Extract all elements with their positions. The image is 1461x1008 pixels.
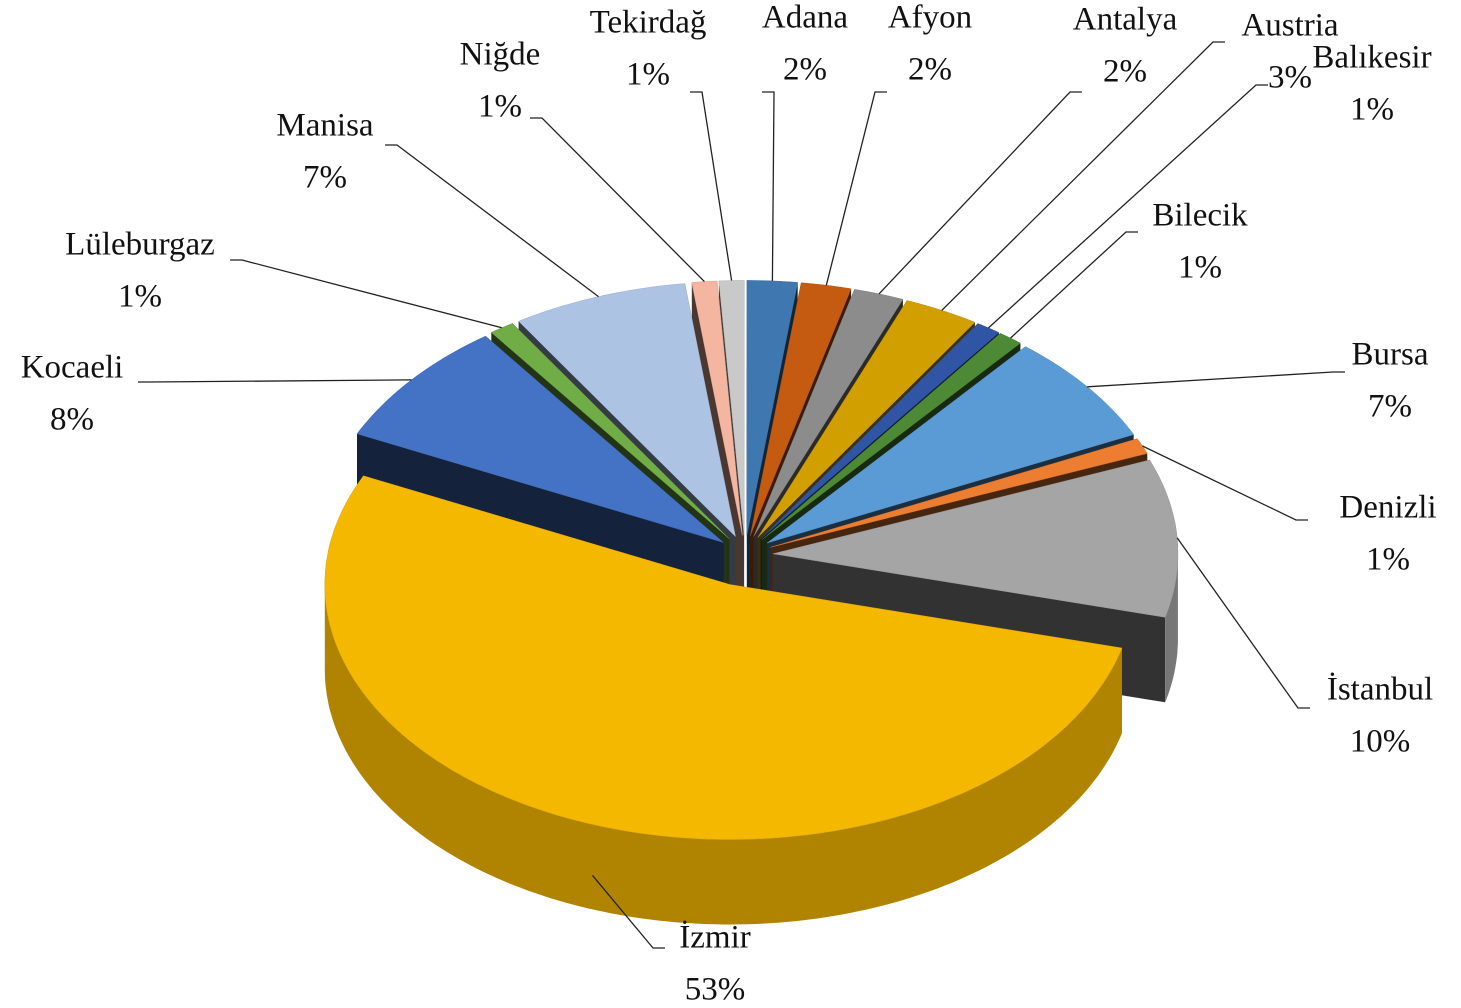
slice	[324, 475, 1123, 925]
leader-line	[1176, 537, 1310, 709]
leader-line	[138, 379, 412, 383]
slice-label: Afyon	[888, 0, 972, 36]
slice-label: Bursa	[1352, 337, 1429, 373]
leader-line	[941, 41, 1225, 311]
slice-value-label: 53%	[685, 972, 746, 1008]
leader-line	[825, 91, 887, 286]
slice-wall	[1165, 553, 1178, 703]
slice-value-label: 7%	[303, 160, 347, 196]
slice-value-label: 2%	[783, 52, 827, 88]
slice-value-label: 1%	[478, 89, 522, 125]
slice-value-label: 2%	[908, 52, 952, 88]
slice-label: Kocaeli	[21, 350, 124, 386]
slice-label: Niğde	[460, 37, 541, 73]
slice-label: İzmir	[679, 920, 750, 956]
slice-top	[753, 289, 904, 537]
slice-value-label: 1%	[1178, 250, 1222, 286]
slice-top	[746, 280, 799, 536]
labels: Adana 2% Afyon 2% Antalya 2% Austria 3%Balıkesi…	[21, 0, 1437, 1008]
slice-value-label: 10%	[1350, 724, 1411, 760]
slice-value-label: 2%	[1103, 54, 1147, 90]
slice-label: Adana	[762, 0, 848, 36]
slice-value-label: 7%	[1368, 389, 1412, 425]
leader-line	[1142, 445, 1308, 521]
leader-line	[762, 91, 775, 281]
slice-label: Tekirdağ	[590, 5, 707, 41]
slice-value-label: 1%	[1350, 92, 1394, 128]
pie	[324, 280, 1179, 925]
leader-line	[690, 91, 733, 281]
leader-line	[1087, 371, 1345, 388]
slice-label: Manisa	[276, 108, 374, 144]
slice-value-label: 1%	[626, 57, 670, 93]
slice-label: Bilecik	[1152, 198, 1248, 234]
leader-line	[1010, 231, 1138, 339]
slice-label: Lüleburgaz	[65, 227, 215, 263]
leader-line	[530, 117, 705, 283]
slice-value-label: 1%	[1366, 542, 1410, 578]
leader-line	[988, 84, 1268, 329]
leader-line	[592, 874, 665, 949]
slice-wall	[324, 584, 1122, 925]
slice-label: Austria	[1241, 8, 1339, 44]
leader-line	[878, 91, 1082, 295]
slice-label: Denizli	[1339, 490, 1436, 526]
leader-line	[230, 259, 502, 329]
slice-value-label: 1%	[118, 279, 162, 315]
slice-value-label: 8%	[50, 402, 94, 438]
slice-value-label: 3%	[1268, 60, 1312, 96]
leader-line	[385, 144, 599, 298]
slice-label: İstanbul	[1327, 672, 1433, 708]
slice-top	[324, 475, 1123, 840]
slice-label: Balıkesir	[1312, 40, 1431, 76]
slice-label: Antalya	[1073, 2, 1178, 38]
